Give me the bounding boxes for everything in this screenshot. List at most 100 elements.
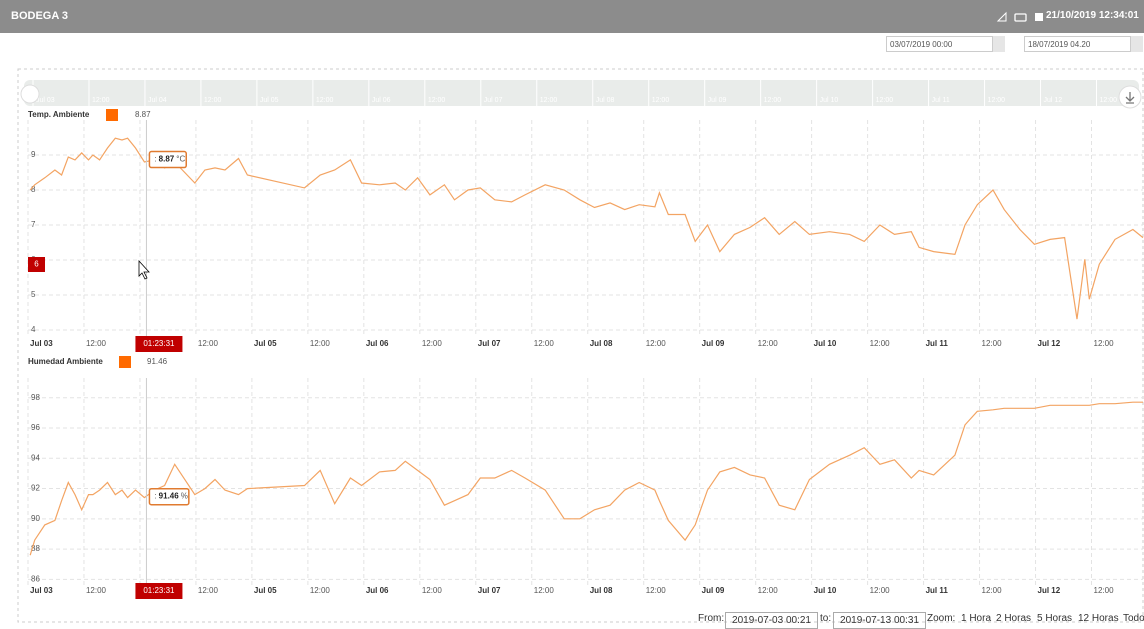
navigator-label: 12:00 [428, 97, 446, 104]
navigator-label: 12:00 [652, 97, 670, 104]
legend-value: 8.87 [135, 110, 151, 119]
zoom-button[interactable]: 2 Horas [996, 613, 1032, 624]
navigator-label: Jul 10 [820, 97, 839, 104]
calendar-button[interactable] [993, 36, 1005, 52]
x-tick-label: Jul 12 [1038, 339, 1061, 348]
zoom-button[interactable]: Todo [1123, 613, 1144, 624]
clock: 21/10/2019 12:34:01 [1046, 10, 1139, 21]
to-input[interactable]: 2019-07-13 00:31 [833, 612, 926, 629]
x-tick-label: Jul 05 [254, 586, 277, 595]
tooltip-unit: °C [176, 155, 185, 164]
status-icons [996, 11, 1043, 22]
crosshair-y-label-bg [28, 257, 45, 272]
x-tick-label: 12:00 [310, 339, 331, 348]
chart-frame [17, 68, 1144, 623]
navigator-label: Jul 07 [484, 97, 503, 104]
x-tick-label: Jul 09 [702, 586, 725, 595]
x-tick-label: 12:00 [198, 339, 219, 348]
zoom-label: Zoom: [927, 613, 956, 624]
tooltip: :91.46% [154, 492, 187, 501]
tooltip-unit: % [181, 492, 188, 501]
header [0, 0, 1144, 33]
x-tick-label: Jul 03 [30, 586, 53, 595]
x-tick-label: 12:00 [870, 586, 891, 595]
signal-icon [996, 11, 1007, 22]
tooltip: :8.87 °C [154, 155, 185, 164]
tooltip-prefix: : [154, 155, 156, 164]
legend-marker [119, 356, 131, 368]
x-tick-label: 12:00 [534, 586, 555, 595]
navigator-label: 12:00 [764, 97, 782, 104]
tooltip-prefix: : [154, 492, 156, 501]
navigator-label: 12:00 [876, 97, 894, 104]
y-tick-label: 96 [31, 423, 40, 432]
navigator-label: Jul 03 [36, 97, 55, 104]
x-tick-label: Jul 11 [926, 339, 949, 348]
navigator-label: Jul 09 [708, 97, 727, 104]
calendar-button[interactable] [1131, 36, 1143, 52]
x-tick-label: 12:00 [982, 339, 1003, 348]
x-tick-label: 12:00 [646, 339, 667, 348]
end-date[interactable]: 18/07/2019 04.20 [1024, 36, 1131, 52]
x-tick-label: 12:00 [982, 586, 1003, 595]
navigator-label: Jul 08 [596, 97, 615, 104]
from-input[interactable]: 2019-07-03 00:21 [725, 612, 818, 629]
x-tick-label: Jul 10 [814, 339, 837, 348]
crosshair-label-bg [135, 583, 183, 599]
series-line [29, 401, 1143, 556]
navigator-label: Jul 12 [1044, 97, 1063, 104]
navigator-label: 12:00 [540, 97, 558, 104]
from-label: From: [698, 613, 725, 624]
navigator-label: Jul 05 [260, 97, 279, 104]
x-tick-label: Jul 08 [590, 339, 613, 348]
tooltip-box [148, 150, 187, 169]
x-tick-label: 12:00 [1094, 586, 1115, 595]
navigator-label: 12:00 [316, 97, 334, 104]
x-tick-label: Jul 07 [478, 339, 501, 348]
x-tick-label: 12:00 [86, 586, 107, 595]
mouse-cursor [138, 259, 150, 280]
y-tick-label: 86 [31, 575, 40, 584]
navigator-label: 12:00 [1100, 97, 1118, 104]
legend-marker [106, 109, 118, 121]
navigator-label: Jul 11 [932, 97, 950, 104]
y-tick-label: 8 [31, 185, 36, 194]
x-tick-label: 12:00 [758, 339, 779, 348]
tooltip-value: 91.46 [159, 492, 180, 501]
to-label: to: [820, 613, 832, 624]
navigator-label: 12:00 [204, 97, 222, 104]
x-tick-label: 12:00 [422, 339, 443, 348]
navigator-label: 12:00 [92, 97, 110, 104]
y-tick-label: 9 [31, 150, 36, 159]
x-tick-label: 12:00 [646, 586, 667, 595]
x-tick-label: 12:00 [870, 339, 891, 348]
x-tick-label: Jul 11 [926, 586, 949, 595]
x-tick-label: 12:00 [1094, 339, 1115, 348]
y-tick-label: 7 [31, 220, 36, 229]
zoom-button[interactable]: 1 Hora [961, 613, 992, 624]
y-tick-label: 4 [31, 325, 36, 334]
x-tick-label: Jul 12 [1038, 586, 1061, 595]
x-tick-label: Jul 08 [590, 586, 613, 595]
y-tick-label: 94 [31, 453, 40, 462]
x-tick-label: 12:00 [198, 586, 219, 595]
zoom-button[interactable]: 5 Horas [1037, 613, 1073, 624]
y-tick-label: 92 [31, 484, 40, 493]
crosshair-label-bg [135, 336, 183, 352]
zoom-button[interactable]: 12 Horas [1078, 613, 1119, 624]
navigator-label: 12:00 [988, 97, 1006, 104]
start-date[interactable]: 03/07/2019 00:00 [886, 36, 993, 52]
legend-value: 91.46 [147, 357, 168, 366]
battery-icon [1014, 13, 1027, 22]
crosshair-label: 01:23:31 [143, 586, 175, 595]
navigator-label: Jul 04 [148, 97, 167, 104]
x-tick-label: Jul 07 [478, 586, 501, 595]
legend-label: Temp. Ambiente [28, 110, 90, 119]
navigator-label: Jul 06 [372, 97, 391, 104]
x-tick-label: Jul 03 [30, 339, 53, 348]
navigator-handle [20, 84, 40, 104]
x-tick-label: Jul 05 [254, 339, 277, 348]
x-tick-label: Jul 06 [366, 586, 389, 595]
navigator [24, 80, 1139, 106]
